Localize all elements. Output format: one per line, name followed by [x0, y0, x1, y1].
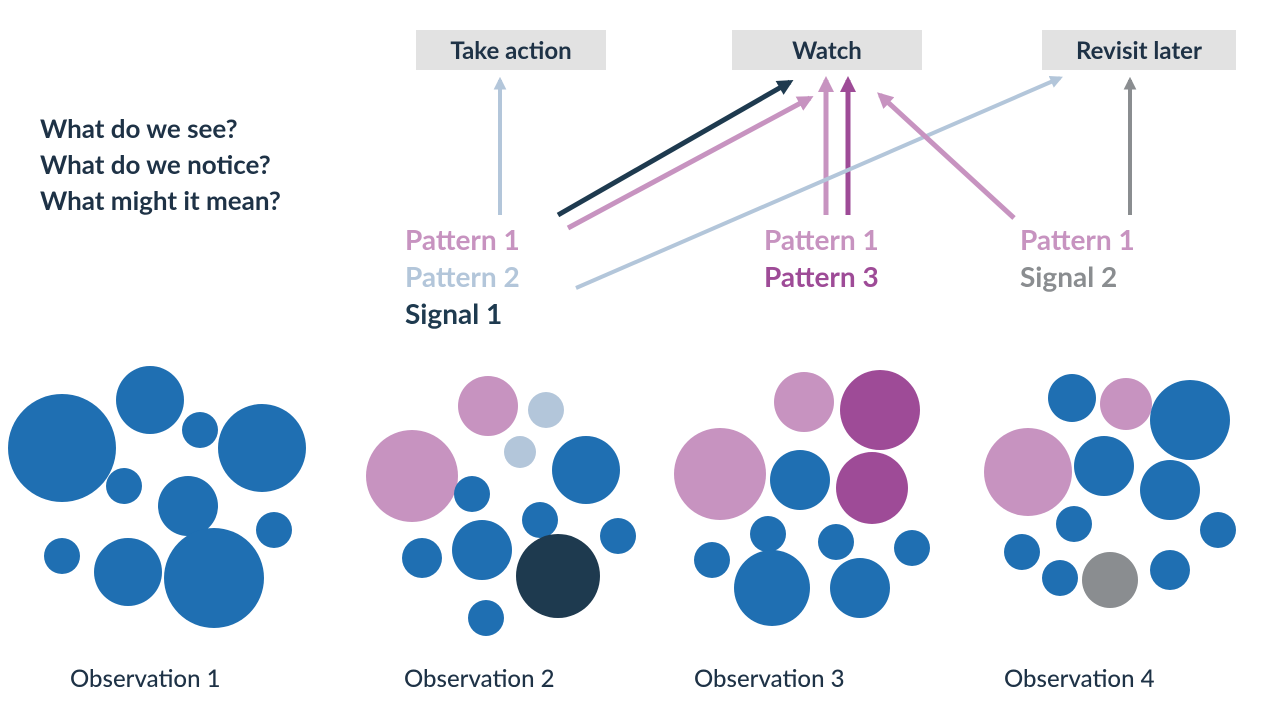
data-circle [774, 372, 834, 432]
data-circle [1074, 436, 1134, 496]
observation-label: Observation 4 [1004, 664, 1155, 693]
action-label: Take action [450, 36, 571, 65]
pattern-label: Pattern 3 [764, 259, 879, 293]
data-circle [1200, 512, 1236, 548]
data-circle [818, 524, 854, 560]
data-circle [454, 476, 490, 512]
data-circle [1140, 460, 1200, 520]
data-circle [1100, 378, 1152, 430]
data-circle [106, 468, 142, 504]
data-circle [522, 502, 558, 538]
action-box-take-action: Take action [416, 30, 606, 70]
question-line: What do we notice? [40, 146, 281, 182]
data-circle [468, 600, 504, 636]
data-circle [770, 450, 830, 510]
data-circle [1150, 550, 1190, 590]
arrow [576, 78, 1060, 288]
data-circle [504, 436, 536, 468]
data-circle [158, 476, 218, 536]
diagram-stage: Take action Watch Revisit later What do … [0, 0, 1280, 720]
data-circle [402, 538, 442, 578]
data-circle [94, 538, 162, 606]
data-circle [452, 520, 512, 580]
action-label: Watch [792, 36, 862, 65]
action-box-watch: Watch [732, 30, 922, 70]
data-circle [830, 558, 890, 618]
data-circle [182, 412, 218, 448]
data-circle [1082, 552, 1138, 608]
data-circle [366, 430, 458, 522]
observation-label: Observation 2 [404, 664, 555, 693]
arrow [880, 95, 1014, 218]
data-circle [694, 542, 730, 578]
data-circle [552, 436, 620, 504]
data-circle [256, 512, 292, 548]
data-circle [1150, 380, 1230, 460]
pattern-label: Pattern 1 [1020, 222, 1135, 256]
data-circle [528, 392, 564, 428]
data-circle [1042, 560, 1078, 596]
observation-label: Observation 3 [694, 664, 845, 693]
data-circle [734, 550, 810, 626]
data-circle [1004, 534, 1040, 570]
data-circle [1056, 506, 1092, 542]
data-circle [44, 538, 80, 574]
data-circle [164, 528, 264, 628]
data-circle [600, 518, 636, 554]
data-circle [984, 428, 1072, 516]
arrow [568, 98, 810, 228]
pattern-label: Pattern 1 [405, 222, 520, 256]
pattern-label: Pattern 1 [764, 222, 879, 256]
data-circle [674, 428, 766, 520]
data-circle [8, 394, 116, 502]
data-circle [516, 534, 600, 618]
question-line: What might it mean? [40, 182, 281, 218]
question-line: What do we see? [40, 110, 281, 146]
data-circle [750, 516, 786, 552]
data-circle [218, 404, 306, 492]
data-circle [836, 452, 908, 524]
data-circle [458, 376, 518, 436]
observation-label: Observation 1 [70, 664, 221, 693]
data-circle [1048, 374, 1096, 422]
action-box-revisit: Revisit later [1042, 30, 1236, 70]
action-label: Revisit later [1076, 36, 1202, 65]
arrow [558, 82, 790, 215]
questions-block: What do we see? What do we notice? What … [40, 110, 281, 218]
data-circle [116, 366, 184, 434]
data-circle [840, 370, 920, 450]
pattern-label: Signal 1 [405, 296, 502, 330]
pattern-label: Pattern 2 [405, 259, 520, 293]
pattern-label: Signal 2 [1020, 259, 1117, 293]
data-circle [894, 530, 930, 566]
